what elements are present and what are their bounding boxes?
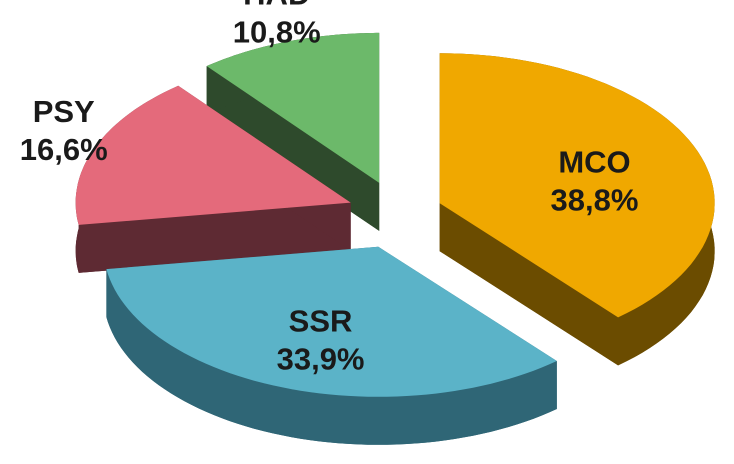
slice-label: MCO bbox=[558, 144, 630, 179]
slice-label: HAD bbox=[243, 0, 310, 12]
slice-top bbox=[75, 85, 351, 225]
slice-value: 33,9% bbox=[277, 341, 365, 376]
slice-side bbox=[106, 269, 557, 445]
slice-top bbox=[439, 53, 715, 318]
slice-value: 38,8% bbox=[551, 182, 639, 217]
slice-value: 16,6% bbox=[20, 132, 108, 167]
slice bbox=[75, 85, 351, 273]
slice-label: SSR bbox=[289, 303, 353, 338]
slice bbox=[439, 53, 715, 366]
slice-wall bbox=[206, 66, 380, 231]
slice-top bbox=[206, 32, 380, 183]
slice bbox=[106, 246, 557, 445]
slice-top bbox=[106, 246, 557, 397]
slice-wall bbox=[439, 203, 619, 366]
slice-value: 10,8% bbox=[233, 15, 321, 50]
slice-label: PSY bbox=[33, 94, 95, 129]
